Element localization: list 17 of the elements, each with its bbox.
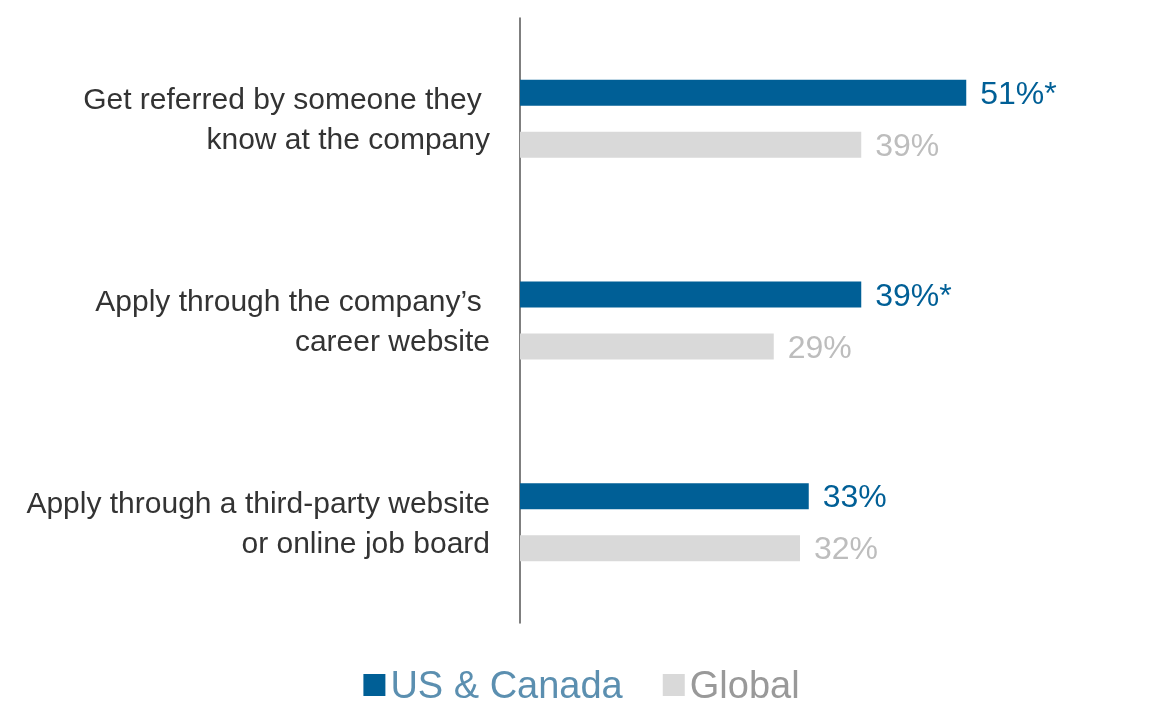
data-label: 29% bbox=[787, 328, 852, 365]
bar bbox=[520, 281, 862, 308]
y-tick-label: Apply through a third-party website or online job board bbox=[26, 485, 490, 559]
legend-label: US & Canada bbox=[390, 664, 624, 706]
bar bbox=[520, 131, 862, 158]
data-label: 39% bbox=[875, 126, 940, 163]
data-label: 51%* bbox=[980, 74, 1057, 111]
data-label: 32% bbox=[814, 530, 879, 567]
bar bbox=[520, 79, 967, 106]
y-tick-label: Apply through the company’s career website bbox=[95, 284, 490, 357]
data-label: 33% bbox=[822, 478, 887, 515]
bar bbox=[520, 483, 809, 510]
bar bbox=[520, 333, 774, 360]
data-label: 39%* bbox=[875, 276, 952, 313]
y-tick-label: Get referred by someone they know at the company bbox=[83, 82, 490, 156]
legend-label: Global bbox=[689, 664, 800, 706]
bar bbox=[520, 535, 800, 562]
